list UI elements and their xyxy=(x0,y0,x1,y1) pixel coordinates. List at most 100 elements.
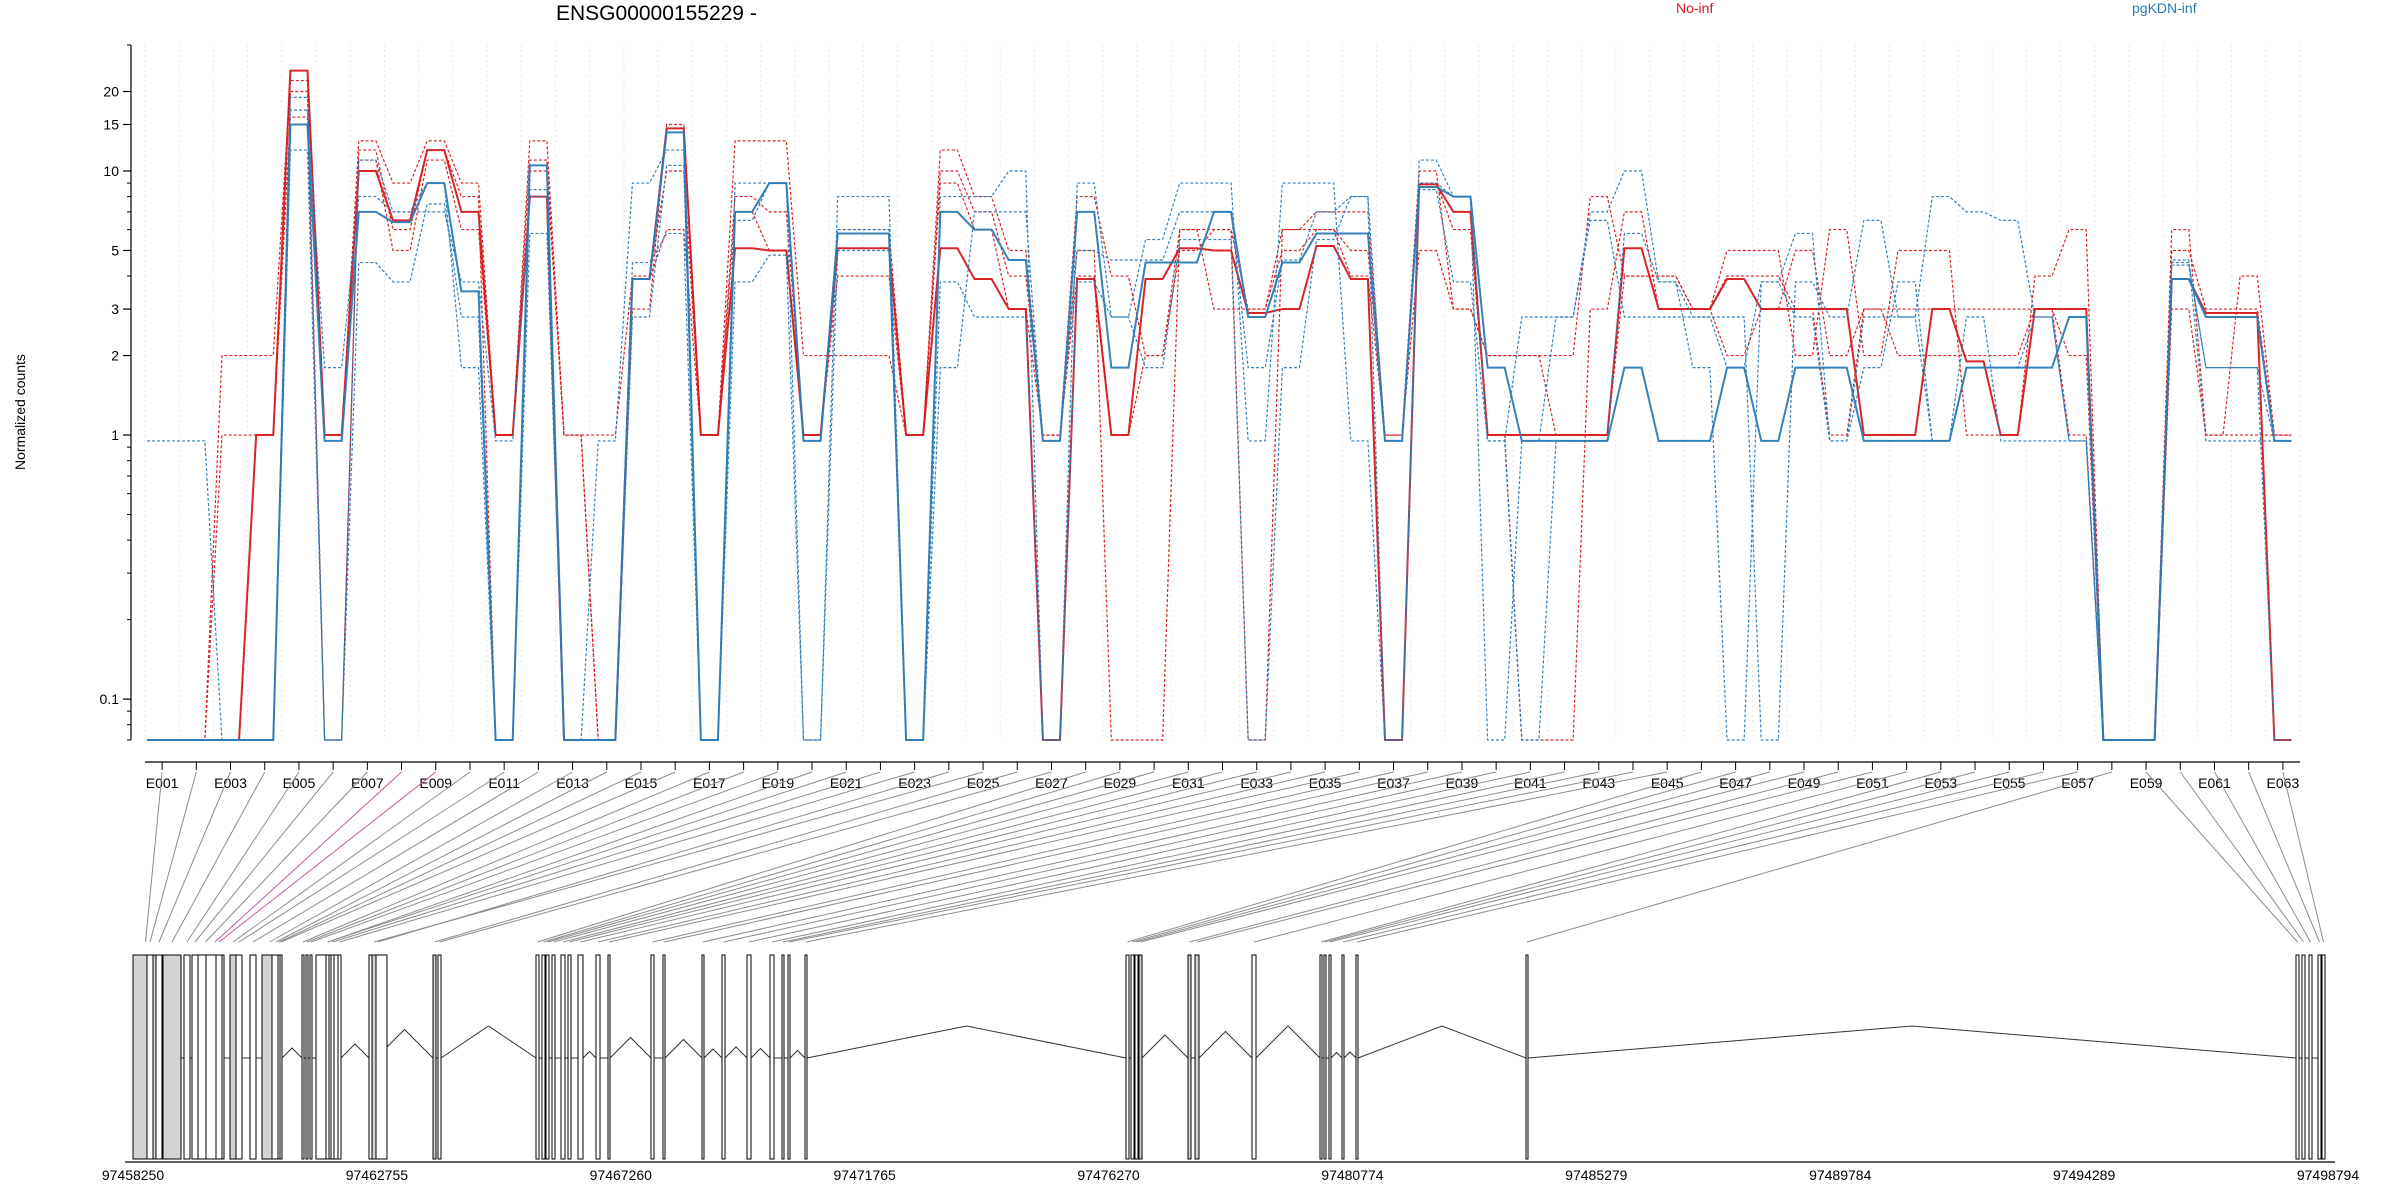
exon-connector-line xyxy=(1342,771,2044,943)
intron-line xyxy=(1343,1051,1357,1059)
y-tick-label: 10 xyxy=(103,163,119,179)
genomic-coordinate-label: 97467260 xyxy=(590,1167,653,1183)
exon-connector-line xyxy=(547,771,1155,943)
genomic-coordinate-label: 97485279 xyxy=(1565,1167,1628,1183)
exon-box xyxy=(229,954,237,1160)
exon-box xyxy=(432,954,437,1160)
exon-box xyxy=(162,954,182,1160)
exon-box xyxy=(541,954,546,1160)
exon-connector-line xyxy=(252,771,539,943)
intron-line xyxy=(1198,1030,1253,1059)
exon-connector-line xyxy=(2214,771,2311,943)
series-line-pgkdn-inf-6 xyxy=(147,149,2292,741)
x-tick-label: E005 xyxy=(283,775,316,791)
exon-box xyxy=(1138,954,1143,1160)
genomic-coordinate-label: 97471765 xyxy=(834,1167,897,1183)
x-tick-label: E063 xyxy=(2267,775,2300,791)
intron-line xyxy=(609,1036,652,1059)
exon-box xyxy=(607,954,611,1160)
series-line-pgkdn-inf-7 xyxy=(147,109,2292,741)
intron-line xyxy=(440,1025,537,1059)
exon-connector-line xyxy=(238,771,505,943)
exon-box xyxy=(371,954,377,1160)
exon-box xyxy=(2295,954,2300,1160)
exon-connector-line xyxy=(553,771,1189,943)
exon-box xyxy=(215,954,223,1160)
x-tick-label: E023 xyxy=(898,775,931,791)
genomic-coordinate-label: 97498794 xyxy=(2297,1167,2360,1183)
exon-connector-line xyxy=(278,771,642,943)
genomic-coordinate-label: 97476270 xyxy=(1077,1167,1140,1183)
exon-box xyxy=(183,954,191,1160)
legend-no-inf: No-inf xyxy=(1676,0,1714,16)
exon-box xyxy=(309,954,313,1160)
series-line-no-inf-1 xyxy=(147,79,2292,741)
x-tick-label: E039 xyxy=(1446,775,1479,791)
exon-connector-line xyxy=(327,771,847,943)
exon-connector-line xyxy=(771,771,1565,943)
series-line-no-inf-0 xyxy=(147,69,2292,741)
exon-connector-line xyxy=(1253,771,1907,943)
exon-box xyxy=(1341,954,1345,1160)
exon-connector-line xyxy=(373,771,984,943)
exon-connector-line xyxy=(2248,771,2320,943)
genomic-coordinate-label: 97489784 xyxy=(1809,1167,1872,1183)
x-tick-label: E061 xyxy=(2198,775,2231,791)
exon-box xyxy=(560,954,566,1160)
exon-connector-line xyxy=(1132,771,1736,943)
chart-title: ENSG00000155229 - xyxy=(556,2,757,25)
exon-connector-line xyxy=(569,771,1257,943)
x-tick-label: E055 xyxy=(1993,775,2026,791)
exon-box xyxy=(595,954,601,1160)
x-tick-label: E045 xyxy=(1651,775,1684,791)
exon-box xyxy=(1125,954,1130,1160)
exon-connector-line xyxy=(723,771,1497,943)
exon-connector-line xyxy=(1526,771,2113,943)
y-tick-label: 5 xyxy=(111,242,119,258)
exon-box xyxy=(551,954,556,1160)
exon-connector-line xyxy=(1329,771,2010,943)
intron-line xyxy=(789,1049,806,1059)
exon-box xyxy=(662,954,666,1160)
x-tick-label: E013 xyxy=(556,775,589,791)
x-tick-label: E059 xyxy=(2130,775,2163,791)
intron-line xyxy=(806,1025,1127,1059)
exon-box xyxy=(330,954,335,1160)
exon-connector-line xyxy=(218,771,437,943)
x-tick-label: E035 xyxy=(1309,775,1342,791)
exon-box xyxy=(301,954,305,1160)
exon-box xyxy=(2317,954,2322,1160)
exon-box xyxy=(325,954,330,1160)
series-line-no-inf-2 xyxy=(147,116,2292,741)
genomic-coordinate-label: 97462755 xyxy=(346,1167,409,1183)
exon-box xyxy=(1323,954,1327,1160)
exon-connector-line xyxy=(537,771,1086,943)
exon-box xyxy=(545,954,550,1160)
x-tick-label: E007 xyxy=(351,775,384,791)
intron-line xyxy=(1330,1051,1343,1059)
exon-box xyxy=(249,954,257,1160)
exon-box xyxy=(1134,954,1139,1160)
exon-connector-line xyxy=(1136,771,1770,943)
exon-box xyxy=(781,954,785,1160)
intron-line xyxy=(1141,1034,1189,1059)
exon-connector-line xyxy=(232,771,471,943)
exon-connector-line xyxy=(663,771,1428,943)
y-tick-label: 3 xyxy=(111,301,119,317)
exon-connector-line xyxy=(310,771,778,943)
x-tick-label: E057 xyxy=(2061,775,2094,791)
exon-connector-line xyxy=(339,771,915,943)
x-tick-label: E001 xyxy=(146,775,179,791)
exon-connector-line xyxy=(1356,771,2078,943)
exon-box xyxy=(155,954,163,1160)
exon-box xyxy=(279,954,283,1160)
exon-box xyxy=(146,954,154,1160)
intron-line xyxy=(1255,1025,1321,1059)
exon-box xyxy=(337,954,342,1160)
exon-connector-line xyxy=(580,771,1292,943)
exon-box xyxy=(769,954,775,1160)
y-tick-label: 20 xyxy=(103,83,119,99)
exon-connector-line xyxy=(1196,771,1873,943)
exon-box xyxy=(650,954,655,1160)
intron-line xyxy=(703,1048,723,1059)
